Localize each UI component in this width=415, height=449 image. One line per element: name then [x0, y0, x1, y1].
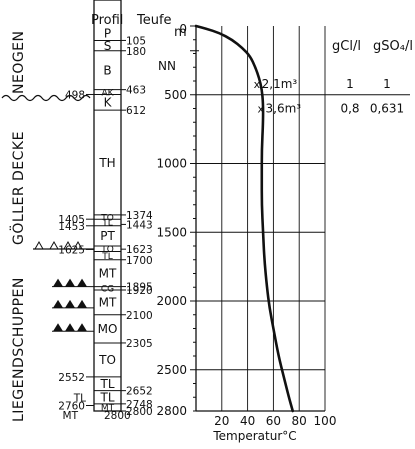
right-depth-label: 105 — [126, 35, 146, 47]
temperature-tick-label: 100 — [314, 414, 337, 428]
thrust-triangle — [53, 299, 63, 308]
profile-unit-label: TL — [101, 252, 113, 262]
thrust-triangle — [53, 278, 63, 287]
bottom-left-label: MT — [63, 410, 79, 422]
nn-label: NN — [158, 59, 176, 73]
temperature-tick-label: 80 — [292, 414, 307, 428]
sample-marker: x — [258, 103, 265, 116]
profile-unit-label: MT — [101, 404, 115, 414]
gso4-value: 1 — [383, 77, 391, 91]
bottom-left-label: TL — [73, 392, 86, 404]
profil-header: Profil — [91, 13, 123, 28]
profile-unit-label: MT — [99, 296, 117, 310]
profile-unit-label: K — [104, 96, 113, 110]
thrust-triangle — [77, 278, 87, 287]
temperature-tick-label: 60 — [266, 414, 281, 428]
left-depth-label: 1405 — [58, 214, 85, 226]
thrust-triangle-markers — [52, 278, 94, 332]
sample-volume-label: 2,1m³ — [262, 77, 298, 91]
profile-unit-label: P — [104, 27, 111, 41]
left-depth-label: 1453 — [58, 221, 85, 233]
teufe-header: Teufe — [136, 13, 172, 28]
depth-tick-label: 2000 — [156, 294, 187, 308]
right-depth-label: 2305 — [126, 338, 153, 350]
profile-unit-label: AK — [101, 88, 114, 98]
profile-unit-label: MO — [98, 322, 118, 336]
temperature-chart — [190, 24, 410, 413]
gso4-header: gSO₄/l — [373, 39, 413, 54]
depth-tick-label: 1500 — [156, 225, 187, 239]
profile-unit-label: TO — [100, 213, 114, 223]
profile-unit-label: TL — [99, 377, 114, 391]
bottom-left-label: 2800 — [104, 410, 131, 422]
gcl-header: gCl/l — [332, 39, 361, 54]
right-depth-label: 1443 — [126, 219, 153, 231]
gso4-value: 0,631 — [370, 102, 404, 116]
depth-tick-label: 0 — [179, 22, 187, 36]
gcl-value: 1 — [346, 77, 354, 91]
temperature-tick-labels: 20 40 60 80 100 — [214, 414, 336, 428]
depth-tick-label: 2500 — [156, 363, 187, 377]
depth-unit: m — [174, 25, 187, 40]
unconformity-wavy-line — [1, 94, 91, 102]
liegendschuppen-label: LIEGENDSCHUPPEN — [11, 277, 27, 422]
right-depth-label: 2800 — [126, 406, 153, 418]
right-depth-label: 1895 — [126, 282, 153, 294]
depth-tick-label: 2800 — [156, 404, 187, 418]
profile-unit-label: S — [104, 39, 112, 53]
right-depth-label: 1374 — [126, 210, 153, 222]
thrust-triangle — [77, 299, 87, 308]
right-depth-label: 1623 — [126, 244, 153, 256]
right-depth-label: 612 — [126, 105, 146, 117]
chemistry-table: 1 1 0,8 0,631 — [340, 77, 404, 116]
right-depth-label: 1700 — [126, 255, 153, 267]
temperature-tick-label: 20 — [214, 414, 229, 428]
gcl-value: 0,8 — [340, 102, 359, 116]
profile-unit-label: TH — [98, 156, 115, 170]
left-depth-label: 2760 — [58, 401, 85, 413]
x-axis-label: Temperatur°C — [212, 429, 296, 443]
right-depth-label: 463 — [126, 85, 146, 97]
depth-tick-labels: 0 500 1000 1500 2000 2500 2800 — [156, 22, 187, 418]
right-depth-label: 1920 — [126, 285, 153, 297]
temperature-tick-label: 40 — [240, 414, 255, 428]
thrust-triangle — [53, 323, 63, 332]
left-depth-label: 498 — [65, 89, 85, 101]
neogen-label: NEOGEN — [11, 30, 27, 94]
right-depth-label: 2652 — [126, 386, 153, 398]
thrust-triangle — [77, 323, 87, 332]
goller-decke-label: GÖLLER DECKE — [9, 131, 27, 245]
right-depth-label: 2748 — [126, 399, 153, 411]
profile-unit-label: TO — [98, 353, 116, 367]
thrust-triangle — [65, 299, 75, 308]
profile-unit-label: PT — [100, 229, 115, 243]
depth-tick-label: 1000 — [156, 157, 187, 171]
left-depth-label: 1625 — [58, 244, 85, 256]
temperature-curve — [194, 24, 295, 413]
profile-unit-label: TO — [100, 245, 114, 255]
profile-unit-label: MT — [99, 266, 117, 280]
thrust-triangle — [65, 278, 75, 287]
sample-volume-label: 3,6m³ — [266, 102, 302, 116]
right-depth-label: 2100 — [126, 310, 153, 322]
profile-column — [93, 0, 122, 412]
thrust-triangle — [65, 323, 75, 332]
depth-tick-label: 500 — [164, 88, 187, 102]
profile-unit-label: TL — [99, 391, 114, 405]
profile-unit-label: TL — [101, 219, 113, 229]
profile-unit-label: CG — [101, 285, 114, 295]
right-depth-label: 180 — [126, 46, 146, 58]
left-depth-label: 2552 — [58, 372, 85, 384]
profile-unit-label: B — [103, 64, 111, 78]
sample-marker: x — [254, 78, 261, 91]
overthrust-line-upper — [33, 240, 94, 250]
